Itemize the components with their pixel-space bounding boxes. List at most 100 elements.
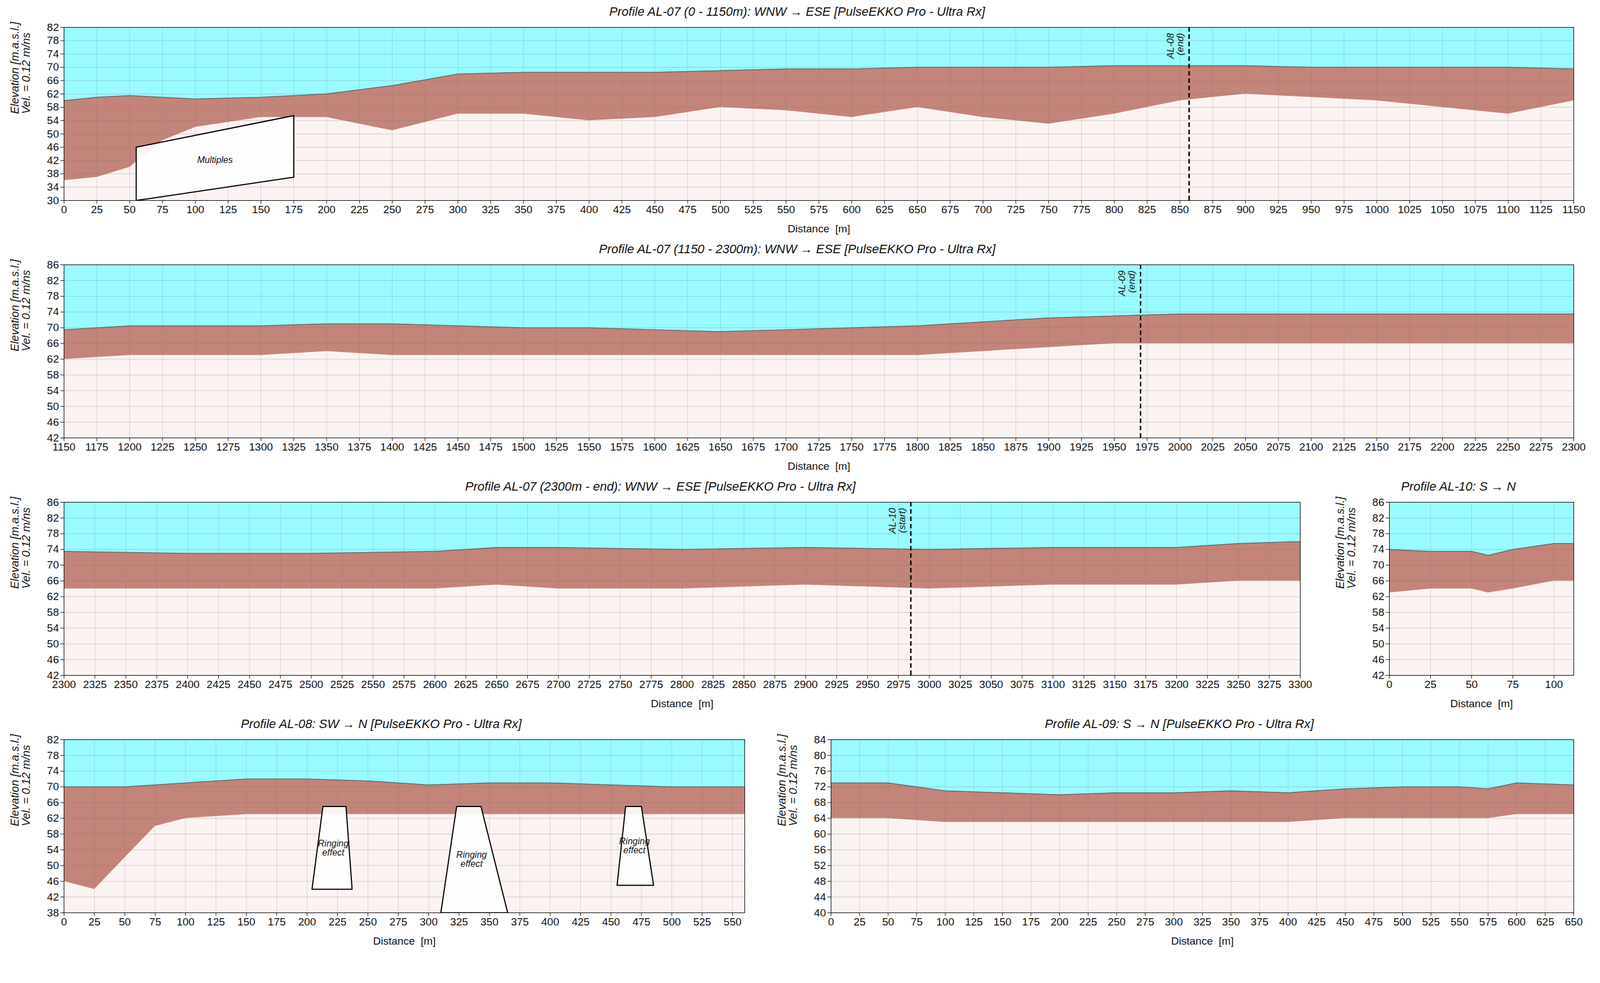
svg-text:200: 200 bbox=[1050, 915, 1069, 928]
svg-text:54: 54 bbox=[46, 384, 60, 397]
svg-text:525: 525 bbox=[693, 915, 712, 928]
svg-text:2150: 2150 bbox=[1364, 441, 1389, 453]
svg-text:475: 475 bbox=[1364, 915, 1383, 928]
svg-text:54: 54 bbox=[46, 114, 60, 127]
svg-text:66: 66 bbox=[46, 574, 59, 587]
svg-text:2800: 2800 bbox=[670, 678, 694, 691]
svg-text:70: 70 bbox=[46, 321, 59, 334]
svg-text:350: 350 bbox=[514, 203, 533, 216]
svg-text:250: 250 bbox=[383, 203, 402, 216]
svg-text:58: 58 bbox=[46, 827, 59, 840]
svg-text:0: 0 bbox=[1386, 678, 1393, 691]
svg-text:1125: 1125 bbox=[1529, 203, 1553, 216]
svg-text:1675: 1675 bbox=[741, 441, 765, 453]
svg-text:525: 525 bbox=[1421, 915, 1440, 928]
svg-text:175: 175 bbox=[267, 915, 286, 928]
svg-text:46: 46 bbox=[46, 416, 59, 429]
svg-text:2675: 2675 bbox=[515, 678, 540, 691]
svg-text:400: 400 bbox=[541, 915, 560, 928]
svg-text:78: 78 bbox=[46, 34, 59, 47]
svg-text:2775: 2775 bbox=[639, 678, 664, 691]
svg-text:850: 850 bbox=[1170, 203, 1189, 216]
svg-text:AL-08(end): AL-08(end) bbox=[1165, 32, 1186, 60]
svg-text:975: 975 bbox=[1334, 203, 1353, 216]
svg-text:3200: 3200 bbox=[1164, 678, 1189, 691]
svg-text:34: 34 bbox=[46, 181, 60, 193]
svg-text:50: 50 bbox=[1372, 637, 1384, 650]
svg-text:1450: 1450 bbox=[446, 441, 470, 453]
svg-text:475: 475 bbox=[632, 915, 651, 928]
svg-text:325: 325 bbox=[481, 203, 500, 216]
svg-text:3250: 3250 bbox=[1226, 678, 1251, 691]
svg-text:1325: 1325 bbox=[281, 441, 306, 453]
svg-text:2250: 2250 bbox=[1496, 441, 1520, 453]
svg-text:2975: 2975 bbox=[886, 678, 911, 691]
svg-text:74: 74 bbox=[1372, 543, 1385, 555]
svg-text:175: 175 bbox=[1021, 915, 1040, 928]
svg-text:650: 650 bbox=[908, 203, 927, 216]
svg-text:2275: 2275 bbox=[1528, 441, 1553, 453]
svg-text:70: 70 bbox=[46, 558, 59, 571]
svg-text:150: 150 bbox=[252, 203, 271, 216]
svg-text:1475: 1475 bbox=[478, 441, 503, 453]
svg-text:1275: 1275 bbox=[216, 441, 240, 453]
svg-text:1525: 1525 bbox=[544, 441, 568, 453]
svg-text:950: 950 bbox=[1302, 203, 1321, 216]
svg-text:300: 300 bbox=[1164, 915, 1183, 928]
svg-text:1650: 1650 bbox=[708, 441, 733, 453]
svg-text:58: 58 bbox=[1372, 606, 1384, 619]
svg-text:250: 250 bbox=[358, 915, 377, 928]
svg-text:25: 25 bbox=[1424, 678, 1437, 691]
svg-text:2625: 2625 bbox=[454, 678, 478, 691]
svg-text:2300: 2300 bbox=[51, 678, 76, 691]
svg-text:2375: 2375 bbox=[144, 678, 169, 691]
svg-text:66: 66 bbox=[1372, 574, 1384, 587]
svg-text:76: 76 bbox=[813, 764, 826, 777]
svg-text:Elevation [m.a.s.l.]Vel. = 0.1: Elevation [m.a.s.l.]Vel. = 0.12 m/ns bbox=[8, 733, 33, 827]
svg-text:62: 62 bbox=[46, 590, 59, 603]
svg-text:1975: 1975 bbox=[1135, 441, 1159, 453]
svg-text:62: 62 bbox=[46, 812, 59, 824]
svg-text:74: 74 bbox=[46, 764, 60, 777]
svg-text:1575: 1575 bbox=[610, 441, 634, 453]
svg-text:2125: 2125 bbox=[1332, 441, 1356, 453]
svg-text:Ringingeffect: Ringingeffect bbox=[619, 836, 650, 855]
svg-text:Distance [m]: Distance [m] bbox=[1171, 935, 1234, 947]
svg-text:550: 550 bbox=[1450, 915, 1469, 928]
svg-text:2750: 2750 bbox=[608, 678, 633, 691]
svg-text:78: 78 bbox=[1372, 527, 1384, 540]
svg-text:84: 84 bbox=[813, 733, 827, 746]
svg-text:175: 175 bbox=[284, 203, 303, 216]
svg-text:450: 450 bbox=[645, 203, 664, 216]
svg-text:54: 54 bbox=[46, 622, 60, 634]
svg-text:150: 150 bbox=[993, 915, 1012, 928]
svg-text:2400: 2400 bbox=[175, 678, 200, 691]
svg-text:2175: 2175 bbox=[1397, 441, 1422, 453]
svg-text:72: 72 bbox=[813, 780, 826, 793]
svg-text:1200: 1200 bbox=[117, 441, 142, 453]
svg-text:1175: 1175 bbox=[85, 441, 109, 453]
svg-text:68: 68 bbox=[813, 796, 826, 809]
svg-text:62: 62 bbox=[46, 353, 59, 365]
svg-text:50: 50 bbox=[882, 915, 894, 928]
svg-text:100: 100 bbox=[186, 203, 205, 216]
svg-text:800: 800 bbox=[1105, 203, 1124, 216]
svg-text:2875: 2875 bbox=[763, 678, 787, 691]
svg-text:46: 46 bbox=[1372, 653, 1384, 666]
svg-text:1875: 1875 bbox=[1003, 441, 1028, 453]
svg-text:125: 125 bbox=[219, 203, 238, 216]
svg-text:475: 475 bbox=[678, 203, 697, 216]
svg-text:450: 450 bbox=[1336, 915, 1355, 928]
svg-text:Elevation [m.a.s.l.]Vel. = 0.1: Elevation [m.a.s.l.]Vel. = 0.12 m/ns bbox=[8, 496, 33, 589]
svg-text:200: 200 bbox=[298, 915, 317, 928]
svg-text:Ringingeffect: Ringingeffect bbox=[456, 849, 487, 869]
svg-text:1350: 1350 bbox=[314, 441, 339, 453]
svg-text:1225: 1225 bbox=[150, 441, 175, 453]
svg-text:86: 86 bbox=[1372, 496, 1384, 509]
svg-text:46: 46 bbox=[46, 875, 59, 888]
svg-text:1925: 1925 bbox=[1069, 441, 1093, 453]
svg-text:925: 925 bbox=[1269, 203, 1288, 216]
svg-text:375: 375 bbox=[510, 915, 530, 928]
svg-text:66: 66 bbox=[46, 796, 59, 809]
svg-text:1600: 1600 bbox=[642, 441, 667, 453]
